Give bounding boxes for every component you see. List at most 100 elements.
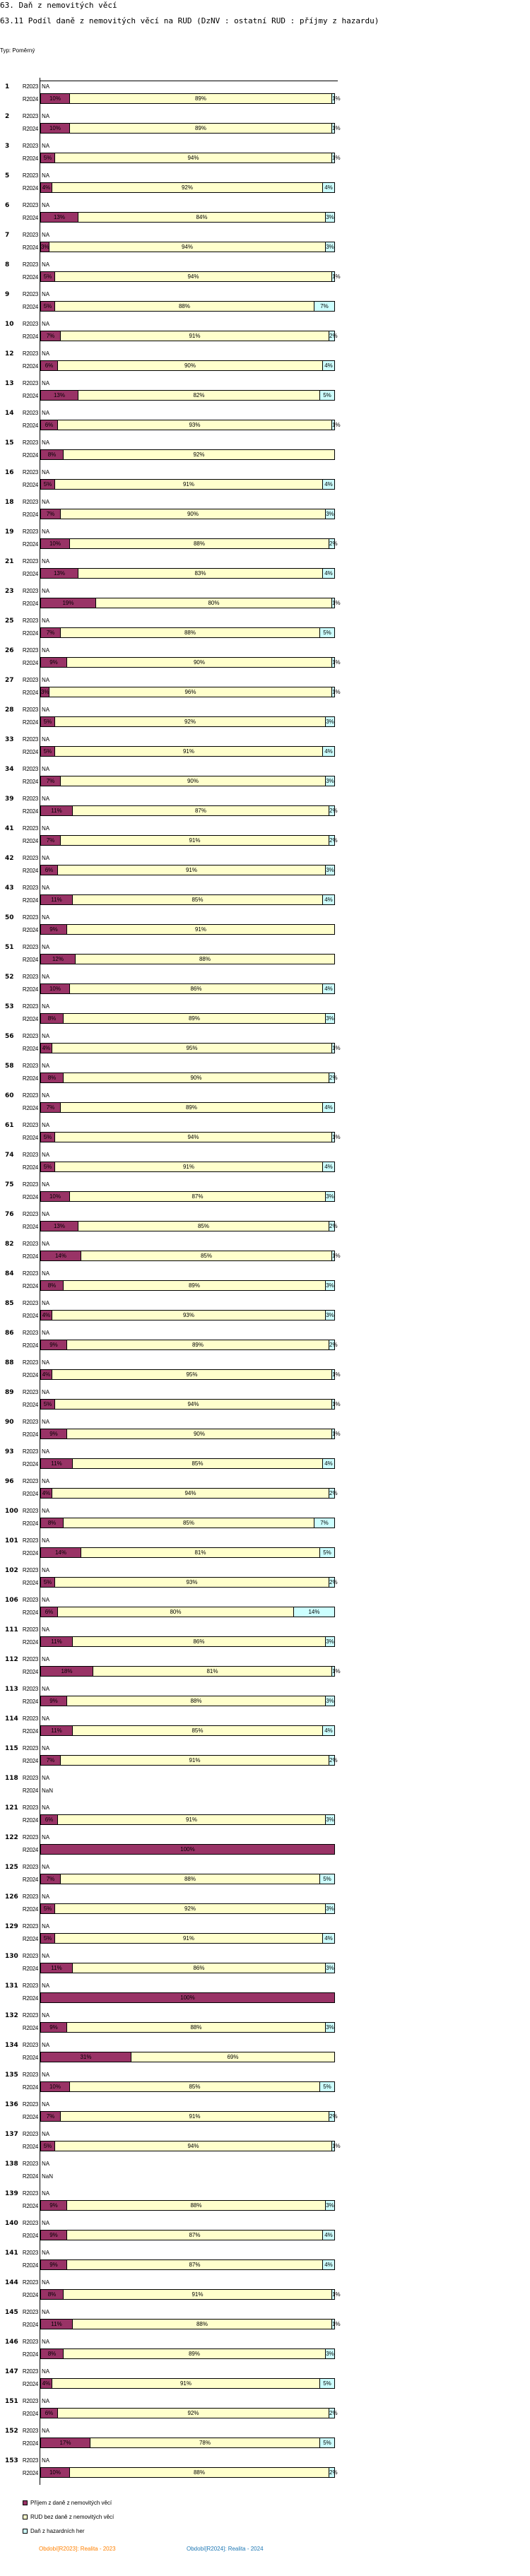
value-na: NA [42,1241,50,1247]
value-na: NA [42,796,50,802]
bar-segment-rud: 91% [55,1162,323,1172]
period-label-r2023: R2023 [22,83,38,90]
value-na: NA [42,1063,50,1069]
group-label: 151 [5,2398,18,2405]
bar-segment-hazard: 2% [329,1755,338,1766]
value-na: NA [42,1359,50,1366]
bar-segment-dznv: 13% [40,390,78,401]
period-label-r2024: R2024 [22,1639,38,1646]
group-label: 2 [5,113,10,120]
group-label: 152 [5,2428,18,2435]
group-label: 112 [5,1656,18,1663]
period-label-r2023: R2023 [22,2072,38,2078]
bar-segment-dznv: 4% [40,1488,52,1499]
period-label-r2024: R2024 [22,1788,38,1794]
value-na: NA [42,1448,50,1455]
bar-segment-rud: 89% [64,1280,326,1291]
group-label: 12 [5,350,14,358]
value-na: NA [42,588,50,594]
group-label: 113 [5,1686,18,1693]
period-label-r2024: R2024 [22,1758,38,1764]
bar-segment-hazard: 1% [332,93,341,104]
period-label-r2024: R2024 [22,1550,38,1556]
group-label: 147 [5,2368,18,2375]
bar-segment-rud: 90% [64,1073,329,1083]
period-label-r2023: R2023 [22,291,38,297]
group-label: 82 [5,1241,14,1248]
group-label: 88 [5,1359,14,1366]
period-label-r2023: R2023 [22,439,38,446]
value-na: NA [42,113,50,119]
bar-segment-dznv: 5% [40,746,55,757]
value-na: NA [42,2012,50,2019]
legend-label: Příjem z daně z nemovitých věcí [30,2500,112,2506]
value-na: NA [42,2250,50,2256]
bar-segment-dznv: 13% [40,212,78,223]
period-label-r2024: R2024 [22,96,38,102]
bar-segment-dznv: 7% [40,1755,61,1766]
group-label: 7 [5,232,10,239]
group-label: 58 [5,1063,14,1070]
group-label: 43 [5,885,14,892]
bar-segment-dznv: 10% [40,538,70,549]
bar-segment-hazard: 5% [320,627,335,638]
group-label: 13 [5,380,14,387]
value-na: NA [42,2368,50,2375]
period-label-r2023: R2023 [22,2250,38,2256]
group-label: 56 [5,1033,14,1040]
period-label-r2024: R2024 [22,1491,38,1497]
value-na: NA [42,1597,50,1603]
period-label-r2023: R2023 [22,1775,38,1781]
bar-segment-rud: 94% [49,242,326,252]
period-label-r2024: R2024 [22,2233,38,2239]
period-label-r2023: R2023 [22,1330,38,1336]
bar-segment-rud: 85% [81,1251,332,1261]
period-label-r2023: R2023 [22,469,38,475]
period-label-r2023: R2023 [22,1953,38,1959]
period-label-r2023: R2023 [22,1003,38,1010]
group-label: 41 [5,825,14,832]
value-na: NA [42,825,50,832]
legend-swatch [23,2529,28,2534]
bar-segment-hazard: 3% [326,1013,335,1024]
bar-segment-hazard: 3% [326,1903,335,1914]
value-na: NA [42,1656,50,1662]
bar-segment-hazard: 5% [320,390,335,401]
period-label-r2023: R2023 [22,1715,38,1722]
value-na: NA [42,2309,50,2315]
bar-segment-hazard: 1% [332,2319,341,2329]
period-label-r2023: R2023 [22,321,38,327]
bar-segment-dznv: 5% [40,716,55,727]
group-label: 96 [5,1478,14,1485]
value-na: NA [42,172,50,179]
period-label-r2023: R2023 [22,1478,38,1484]
group-label: 111 [5,1626,18,1633]
bar-segment-dznv: 7% [40,776,61,786]
bar-segment-rud: 87% [67,2230,323,2240]
bar-segment-hazard: 3% [326,776,335,786]
bar-segment-rud: 86% [73,1636,326,1647]
group-label: 84 [5,1270,14,1277]
period-label-r2024: R2024 [22,2025,38,2031]
bar-segment-rud: 94% [52,1488,329,1499]
legend-label: Daň z hazardních her [30,2528,85,2534]
period-label-r2024: R2024 [22,541,38,548]
group-label: 76 [5,1211,14,1218]
value-na: NA [42,2131,50,2137]
period-label-r2023: R2023 [22,2161,38,2167]
bar-segment-hazard: 3% [326,242,335,252]
bar-segment-dznv: 10% [40,123,70,134]
bar-segment-hazard: 4% [323,479,335,490]
value-na: NA [42,1983,50,1989]
group-label: 136 [5,2101,18,2108]
value-na: NA [42,2339,50,2345]
bar-segment-hazard: 2% [329,2408,338,2418]
period-label-r2024: R2024 [22,2173,38,2180]
value-na: NA [42,914,50,921]
value-na: NA [42,1033,50,1039]
period-label-r2023: R2023 [22,2457,38,2464]
period-label-r2023: R2023 [22,1152,38,1158]
bar-segment-hazard: 1% [332,657,341,668]
bar-segment-dznv: 5% [40,1132,55,1142]
bar-segment-rud: 95% [52,1369,332,1380]
